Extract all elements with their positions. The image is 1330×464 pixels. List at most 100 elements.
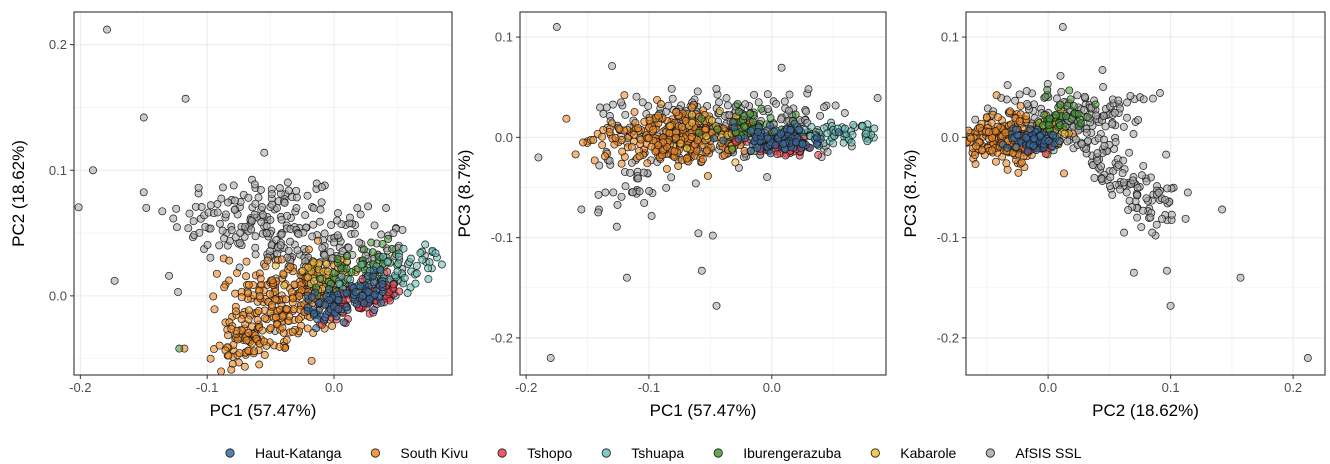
data-point — [309, 258, 318, 267]
data-point — [1030, 134, 1039, 143]
data-point — [598, 141, 607, 150]
data-point — [1120, 228, 1129, 237]
data-point — [103, 25, 111, 34]
data-point — [370, 306, 379, 314]
data-point — [236, 228, 245, 237]
y-axis-title: PC3 (8.7%) — [455, 150, 474, 238]
data-point — [253, 315, 262, 324]
data-point — [1016, 101, 1025, 110]
data-point — [388, 245, 397, 253]
data-point — [220, 283, 229, 292]
data-point — [1101, 122, 1110, 131]
data-point — [1181, 214, 1190, 223]
data-point — [1108, 190, 1117, 199]
data-point — [609, 188, 618, 197]
data-point — [281, 295, 290, 304]
data-point — [258, 203, 267, 212]
data-point — [285, 312, 294, 321]
data-point — [1116, 185, 1124, 194]
data-points — [534, 23, 882, 362]
data-point — [674, 161, 683, 170]
data-point — [666, 122, 675, 130]
data-point — [1106, 173, 1115, 182]
y-tick-label: -0.2 — [937, 330, 959, 345]
data-point — [1129, 130, 1138, 138]
data-point — [255, 292, 264, 301]
data-point — [1063, 137, 1072, 146]
data-point — [370, 290, 379, 299]
data-point — [1152, 220, 1161, 229]
data-point — [719, 136, 728, 145]
data-point — [1057, 87, 1066, 96]
data-point — [713, 125, 722, 134]
data-point — [1123, 113, 1131, 122]
data-point — [346, 275, 355, 284]
data-point — [1045, 114, 1054, 123]
data-point — [1022, 112, 1031, 121]
data-point — [841, 124, 849, 133]
data-point — [403, 289, 412, 297]
data-point — [1099, 111, 1108, 120]
data-point — [1077, 119, 1086, 128]
data-point — [350, 229, 359, 238]
data-point — [268, 300, 276, 309]
legend-key — [870, 448, 880, 458]
data-point — [169, 214, 178, 223]
legend-key — [985, 448, 995, 458]
legend-key — [601, 448, 611, 458]
data-point — [1062, 112, 1071, 121]
data-point — [277, 230, 286, 239]
data-point — [1133, 191, 1141, 200]
x-tick-label: -0.1 — [196, 380, 218, 395]
data-point — [225, 276, 233, 285]
data-point — [330, 269, 339, 278]
data-point — [611, 134, 620, 142]
scatter-panel-1: -0.2 -0.1 0.0 0.0 0.1 0.2 PC1 (57.47%) PC2 (18.… — [9, 11, 453, 420]
data-point — [693, 136, 702, 145]
data-point — [863, 137, 872, 146]
data-point — [1058, 23, 1067, 31]
data-point — [771, 141, 780, 150]
data-point — [601, 188, 610, 197]
y-tick-label: 0.0 — [941, 130, 959, 145]
data-point — [276, 241, 285, 250]
data-point — [780, 97, 789, 106]
data-point — [635, 187, 644, 196]
data-point — [175, 344, 184, 353]
y-tick-label: 0.0 — [495, 130, 513, 145]
data-point — [1093, 149, 1102, 158]
data-point — [328, 321, 337, 330]
data-point — [215, 241, 224, 250]
data-point — [333, 209, 342, 218]
data-point — [206, 354, 215, 363]
data-point — [693, 87, 702, 96]
data-point — [621, 182, 630, 191]
data-point — [172, 204, 181, 213]
data-point — [206, 224, 215, 233]
data-point — [283, 211, 292, 220]
data-point — [342, 264, 351, 273]
data-point — [217, 194, 226, 203]
data-point — [316, 274, 325, 283]
data-point — [218, 226, 227, 235]
data-point — [224, 351, 233, 360]
data-point — [1148, 228, 1157, 237]
data-point — [823, 147, 832, 156]
scatter-panel-3: 0.0 0.1 0.2 -0.2 -0.1 0.0 0.1 PC2 (18.62%) PC3 (… — [901, 11, 1326, 420]
data-point — [1082, 128, 1091, 137]
data-point — [628, 188, 637, 197]
data-point — [282, 336, 291, 345]
data-point — [260, 351, 269, 359]
data-point — [613, 200, 622, 209]
data-point — [617, 98, 625, 107]
data-point — [638, 98, 647, 107]
data-point — [298, 266, 307, 275]
data-point — [310, 309, 319, 318]
data-point — [1163, 184, 1172, 193]
data-point — [1118, 169, 1127, 178]
data-point — [683, 154, 691, 163]
data-point — [966, 134, 975, 143]
data-point — [993, 113, 1002, 122]
data-point — [1108, 120, 1117, 129]
data-point — [753, 143, 762, 152]
